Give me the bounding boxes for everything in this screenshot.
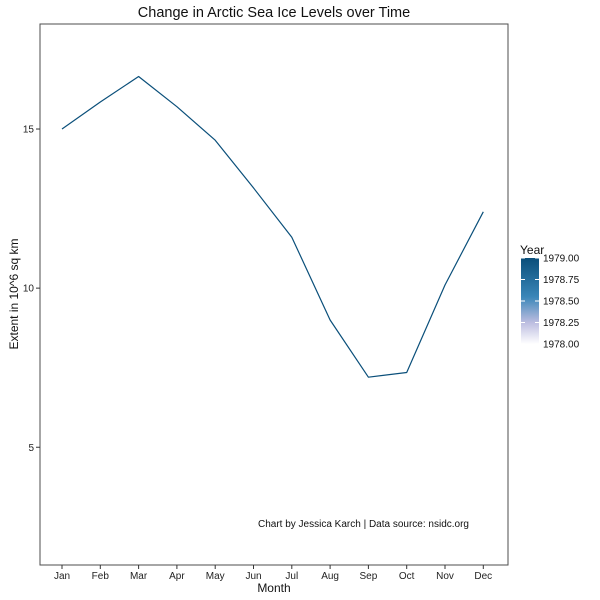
y-tick-label: 5 bbox=[28, 443, 34, 454]
x-tick-label: Aug bbox=[321, 571, 339, 582]
series-layer bbox=[61, 75, 484, 378]
x-tick-label: Jul bbox=[285, 571, 298, 582]
legend-label: 1978.75 bbox=[543, 275, 580, 286]
chart-title: Change in Arctic Sea Ice Levels over Tim… bbox=[138, 5, 410, 21]
chart-caption: Chart by Jessica Karch | Data source: ns… bbox=[258, 519, 469, 530]
legend-label: 1978.00 bbox=[543, 340, 580, 351]
y-axis: 5 10 15 bbox=[23, 125, 40, 454]
x-tick-label: Feb bbox=[92, 571, 110, 582]
legend-label: 1979.00 bbox=[543, 254, 580, 265]
legend-colorbar bbox=[521, 258, 539, 344]
x-tick-label: Jun bbox=[245, 571, 261, 582]
x-tick-label: May bbox=[206, 571, 225, 582]
x-axis-title: Month bbox=[257, 581, 290, 595]
y-tick-label: 15 bbox=[23, 125, 35, 136]
x-tick-label: Nov bbox=[436, 571, 454, 582]
legend-label: 1978.50 bbox=[543, 297, 580, 308]
y-axis-title: Extent in 10^6 sq km bbox=[7, 238, 21, 349]
legend-title: Year bbox=[520, 243, 544, 257]
legend-ticks: 1979.00 1978.75 1978.50 1978.25 1978.00 bbox=[521, 254, 580, 351]
plot-panel bbox=[39, 23, 509, 566]
legend-label: 1978.25 bbox=[543, 318, 580, 329]
series-line-1979 bbox=[61, 75, 484, 378]
x-tick-label: Sep bbox=[360, 571, 378, 582]
x-tick-label: Mar bbox=[130, 571, 148, 582]
x-tick-label: Apr bbox=[169, 571, 185, 582]
x-tick-label: Jan bbox=[54, 571, 70, 582]
x-axis: Jan Feb Mar Apr May Jun Jul Aug Sep Oct Nov Dec bbox=[54, 565, 492, 582]
x-tick-label: Dec bbox=[474, 571, 492, 582]
y-tick-label: 10 bbox=[23, 284, 35, 295]
legend: Year 1979.00 1978.75 1978.50 1978.25 1978.00 bbox=[520, 243, 580, 351]
x-tick-label: Oct bbox=[399, 571, 415, 582]
